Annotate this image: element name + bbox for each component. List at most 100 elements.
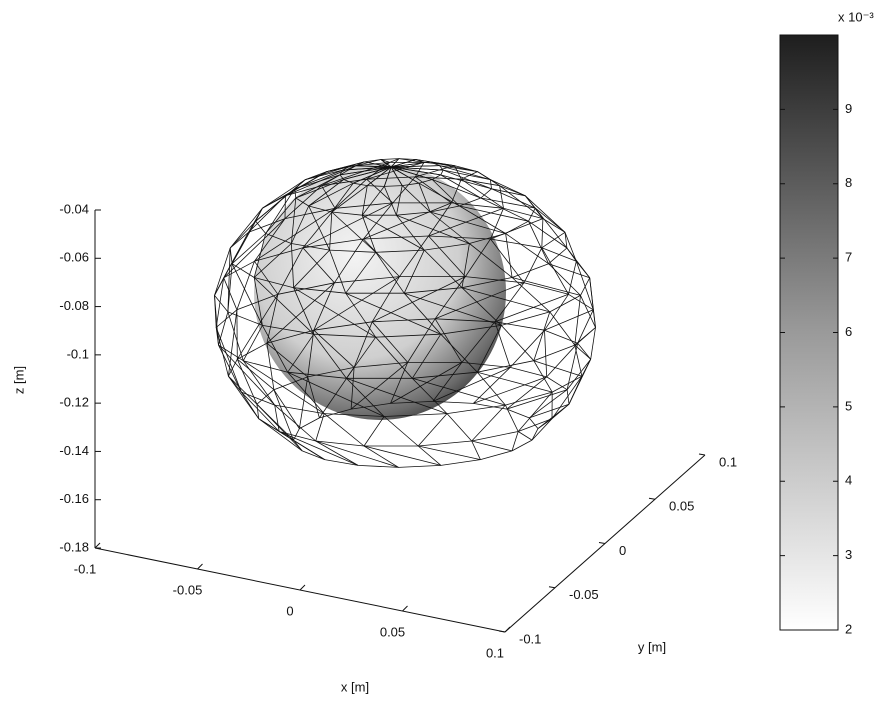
mesh-line: [491, 239, 542, 248]
mesh-line: [418, 441, 472, 446]
mesh-line: [581, 278, 590, 296]
mesh-line: [578, 343, 591, 359]
y-tick: [499, 631, 505, 632]
mesh-line: [495, 322, 510, 368]
mesh-line: [582, 359, 591, 376]
mesh-line: [542, 248, 569, 294]
mesh-line: [472, 432, 519, 442]
mesh-line: [578, 310, 594, 343]
mesh-line: [507, 409, 529, 418]
x-tick-label: 0: [286, 603, 293, 618]
mesh-line: [472, 441, 481, 460]
z-tick-label: -0.1: [67, 346, 89, 361]
mesh-line: [279, 432, 325, 460]
mesh-line: [534, 361, 582, 377]
mesh-line: [477, 361, 534, 373]
colorbar-label: x 10⁻³: [838, 9, 874, 24]
colorbar-tick-label: 6: [845, 324, 852, 339]
mesh-line: [472, 441, 512, 451]
z-tick-label: -0.18: [59, 539, 89, 554]
mesh-line: [545, 310, 594, 330]
mesh-line: [545, 330, 547, 377]
mesh-line: [481, 198, 529, 221]
y-tick-label: 0.05: [669, 499, 694, 514]
mesh-line: [294, 429, 300, 441]
mesh-line: [524, 283, 569, 295]
x-tick: [300, 585, 305, 590]
mesh-line: [241, 392, 258, 419]
z-label: z [m]: [11, 366, 26, 394]
mesh-line: [216, 328, 228, 377]
mesh-line: [230, 208, 262, 248]
mesh-line: [529, 221, 549, 264]
mesh-line: [441, 460, 480, 466]
y-tick-label: -0.05: [569, 587, 599, 602]
mesh-line: [364, 446, 399, 467]
colorbar-tick-label: 8: [845, 175, 852, 190]
mesh-line: [257, 404, 302, 451]
colorbar-tick-label: 9: [845, 101, 852, 116]
mesh-line: [550, 295, 581, 312]
x-label: x [m]: [341, 679, 369, 694]
mesh-line: [529, 390, 567, 418]
x-tick-label: -0.1: [74, 561, 96, 576]
mesh-line: [228, 310, 237, 376]
mesh-line: [216, 310, 237, 328]
mesh-line: [243, 325, 262, 360]
colorbar-tick-label: 3: [845, 547, 852, 562]
colorbar-tick-label: 7: [845, 250, 852, 265]
mesh-line: [542, 232, 565, 248]
mesh-line: [447, 405, 505, 414]
mesh-line: [399, 465, 442, 467]
mesh-line: [569, 261, 577, 294]
y-tick: [699, 454, 705, 455]
mesh-line: [538, 419, 552, 429]
y-tick: [599, 543, 605, 544]
mesh-line: [219, 312, 228, 345]
mesh-line: [237, 343, 267, 359]
mesh-line: [518, 432, 532, 441]
x-tick: [505, 627, 510, 632]
colorbar-tick-label: 4: [845, 473, 852, 488]
mesh-line: [215, 295, 228, 312]
mesh-line: [441, 170, 444, 175]
y-tick-label: -0.1: [519, 631, 541, 646]
x-tick: [95, 543, 100, 548]
z-tick-label: -0.04: [59, 201, 89, 216]
mesh-line: [542, 219, 543, 248]
x-tick-label: 0.05: [380, 624, 405, 639]
mesh-line: [507, 390, 567, 409]
y-tick: [649, 498, 655, 499]
mesh-line: [501, 312, 550, 326]
mesh-line: [299, 418, 319, 429]
mesh-line: [543, 219, 565, 233]
x-tick-label: -0.05: [173, 582, 203, 597]
mesh-line: [384, 417, 418, 447]
mesh-line: [569, 376, 582, 404]
mesh-line: [534, 312, 550, 361]
mesh-line: [591, 328, 596, 360]
mesh-line: [418, 446, 480, 460]
z-tick-label: -0.08: [59, 298, 89, 313]
z-tick-label: -0.14: [59, 443, 89, 458]
mesh-line: [532, 419, 552, 440]
mesh-line: [324, 414, 364, 446]
mesh-line: [279, 432, 358, 466]
y-tick: [549, 587, 555, 588]
mesh-line: [529, 404, 569, 418]
x-tick: [198, 564, 203, 569]
z-tick-label: -0.12: [59, 395, 89, 410]
mesh-line: [480, 451, 512, 460]
mesh-line: [506, 234, 512, 278]
mesh-line: [447, 414, 472, 441]
mesh-line: [547, 343, 578, 377]
x-tick: [403, 606, 408, 611]
mesh-line: [575, 328, 596, 346]
colorbar-tick-label: 2: [845, 621, 852, 636]
mesh-line: [228, 376, 257, 404]
mesh-line: [418, 414, 447, 446]
mesh-line: [510, 367, 547, 377]
y-tick-label: 0.1: [719, 454, 737, 469]
mesh-line: [500, 186, 543, 219]
y-label: y [m]: [638, 639, 666, 654]
